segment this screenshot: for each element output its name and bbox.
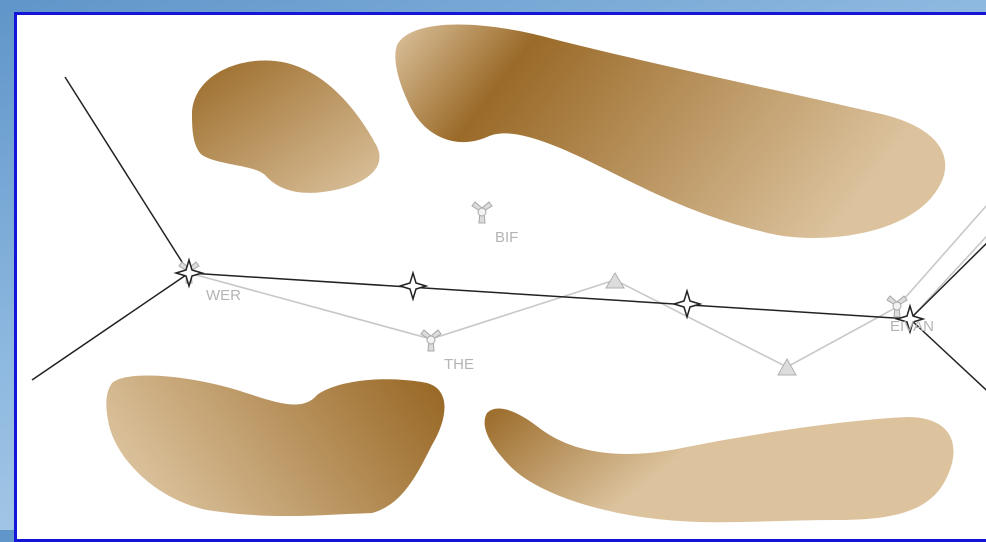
vor-dme-icon[interactable]	[471, 201, 493, 224]
waypoint-label-the: THE	[444, 356, 474, 373]
terrain-area	[106, 375, 445, 517]
route-leg[interactable]	[909, 318, 986, 400]
map-frame: WER BIF THE EIVAN	[14, 12, 986, 542]
route-leg[interactable]	[64, 76, 190, 274]
waypoint-label-bif: BIF	[495, 229, 518, 246]
triangle-fix-icon[interactable]	[777, 357, 797, 376]
route-leg[interactable]	[188, 272, 911, 320]
four-point-star-icon[interactable]	[175, 259, 203, 287]
triangle-fix-icon[interactable]	[605, 272, 625, 289]
four-point-star-icon[interactable]	[399, 272, 427, 300]
vor-dme-icon[interactable]	[886, 295, 908, 318]
alternate-route-line[interactable]	[188, 204, 986, 368]
navigation-map[interactable]: WER BIF THE EIVAN	[17, 15, 986, 542]
four-point-star-icon[interactable]	[673, 290, 701, 318]
waypoint-label-eivan: EIVAN	[890, 318, 934, 335]
route-leg[interactable]	[31, 272, 190, 381]
terrain-area	[484, 408, 954, 523]
vor-dme-icon[interactable]	[420, 329, 442, 352]
waypoint-label-wer: WER	[206, 287, 241, 304]
alternate-route-line[interactable]	[911, 225, 986, 318]
route-leg[interactable]	[909, 233, 986, 320]
terrain-area	[192, 60, 380, 193]
terrain-area	[395, 24, 946, 238]
